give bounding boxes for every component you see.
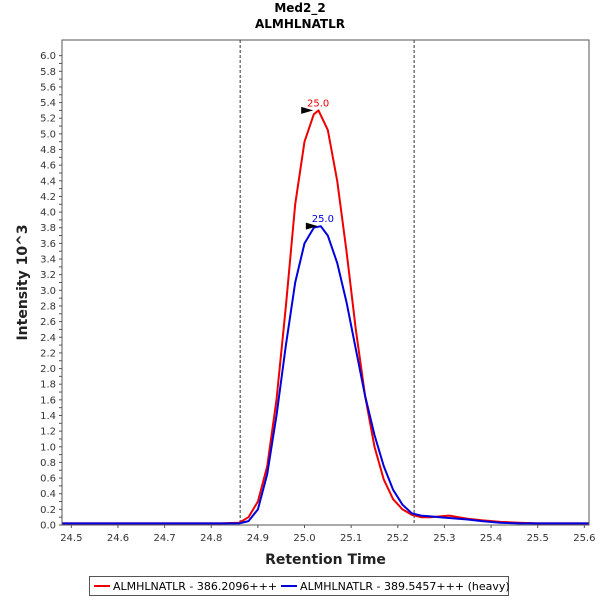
series-lines	[62, 109, 589, 525]
y-axis-ticks: 0.0 0.2 0.4 0.6 0.8 1.0 1.2 1.4 1.6 1.8 2.0 2.2 2.4 2…	[40, 51, 62, 532]
y-tick-label: 2.8	[40, 301, 56, 312]
x-tick-label: 25.4	[480, 533, 502, 544]
y-axis-label: Intensity 10^3	[15, 224, 31, 340]
y-tick-label: 0.0	[40, 521, 56, 532]
legend: ALMHLNATLR - 386.2096+++ ALMHLNATLR - 38…	[89, 576, 510, 596]
plot-frame	[61, 39, 590, 526]
x-axis-label: Retention Time	[265, 552, 386, 568]
y-tick-label: 2.0	[40, 364, 56, 375]
y-tick-label: 5.8	[40, 67, 56, 78]
y-tick-label: 4.6	[40, 161, 56, 172]
peak-label: 25.0	[312, 214, 334, 225]
y-tick-label: 4.8	[40, 145, 56, 156]
y-tick-label: 4.2	[40, 192, 56, 203]
legend-swatch-light	[94, 585, 110, 587]
y-tick-label: 1.6	[40, 395, 56, 406]
x-tick-label: 25.2	[387, 533, 409, 544]
y-tick-label: 2.4	[40, 333, 56, 344]
x-tick-label: 25.6	[573, 533, 595, 544]
y-tick-label: 0.2	[40, 505, 56, 516]
y-tick-label: 1.4	[40, 411, 56, 422]
x-tick-label: 24.6	[107, 533, 129, 544]
chart-title: Med2_2	[274, 1, 326, 15]
chart-title-block: Med2_2 ALMHLNATLR	[0, 0, 600, 32]
legend-swatch-heavy	[281, 585, 298, 587]
x-tick-label: 24.5	[60, 533, 82, 544]
legend-label-light: ALMHLNATLR - 386.2096+++	[113, 579, 278, 593]
y-tick-label: 1.0	[40, 442, 56, 453]
y-tick-label: 1.8	[40, 380, 56, 391]
peak-label: 25.0	[307, 98, 329, 109]
y-tick-label: 4.4	[40, 176, 56, 187]
y-tick-label: 3.4	[40, 255, 56, 266]
y-tick-label: 0.8	[40, 458, 56, 469]
y-tick-label: 1.2	[40, 427, 56, 438]
y-tick-label: 3.0	[40, 286, 56, 297]
legend-item-light: ALMHLNATLR - 386.2096+++	[94, 580, 277, 593]
y-tick-label: 3.6	[40, 239, 56, 250]
x-tick-label: 25.1	[340, 533, 362, 544]
peak-marker	[301, 106, 314, 114]
series-line-light	[62, 109, 589, 525]
y-tick-label: 5.0	[40, 129, 56, 140]
peak-labels: 25.0 25.0	[301, 98, 334, 230]
x-tick-label: 24.9	[247, 533, 269, 544]
peak-boundaries	[239, 40, 415, 525]
y-tick-label: 3.8	[40, 223, 56, 234]
y-tick-label: 2.6	[40, 317, 56, 328]
legend-label-heavy: ALMHLNATLR - 389.5457+++ (heavy)	[300, 579, 510, 593]
x-tick-label: 25.3	[433, 533, 455, 544]
y-tick-label: 5.6	[40, 82, 56, 93]
peak-marker	[305, 222, 318, 230]
legend-item-heavy: ALMHLNATLR - 389.5457+++ (heavy)	[281, 580, 510, 593]
x-tick-label: 24.8	[200, 533, 222, 544]
x-tick-label: 25.5	[527, 533, 549, 544]
series-line-heavy	[62, 225, 589, 525]
chart-subtitle: ALMHLNATLR	[254, 17, 346, 31]
y-tick-label: 5.4	[40, 98, 56, 109]
y-tick-label: 6.0	[40, 51, 56, 62]
y-tick-label: 0.4	[40, 489, 56, 500]
y-tick-label: 4.0	[40, 208, 56, 219]
y-tick-label: 3.2	[40, 270, 56, 281]
x-tick-label: 24.7	[153, 533, 175, 544]
x-tick-label: 25.0	[293, 533, 315, 544]
y-tick-label: 5.2	[40, 114, 56, 125]
y-tick-label: 2.2	[40, 348, 56, 359]
y-tick-label: 0.6	[40, 474, 56, 485]
x-axis-ticks: 24.5 24.6 24.7 24.8 24.9 25.0 25.1 25.2 25.3 25.4…	[60, 525, 595, 544]
